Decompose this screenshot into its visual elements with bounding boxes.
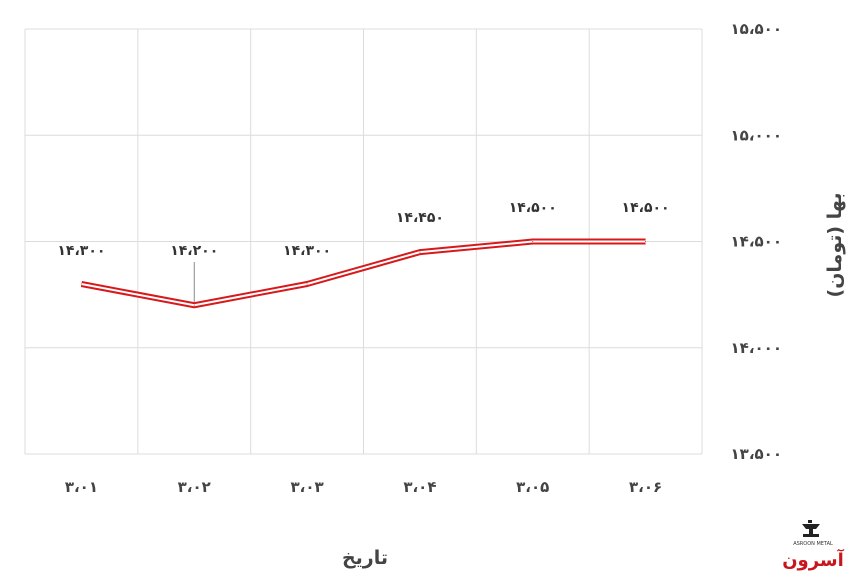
data-point	[306, 283, 308, 285]
data-label: ۱۴،۵۰۰	[509, 200, 557, 216]
data-point	[80, 283, 82, 285]
data-labels: ۱۴،۳۰۰ ۱۴،۲۰۰ ۱۴،۳۰۰ ۱۴،۴۵۰ ۱۴،۵۰۰ ۱۴،۵۰۰	[57, 200, 670, 303]
y-tick-label: ۱۴،۰۰۰	[731, 339, 782, 357]
data-label: ۱۴،۳۰۰	[283, 243, 331, 259]
x-tick-label: ۳،۰۵	[516, 478, 549, 496]
y-axis-ticks: ۱۳،۵۰۰ ۱۴،۰۰۰ ۱۴،۵۰۰ ۱۵،۰۰۰ ۱۵،۵۰۰	[731, 20, 782, 463]
data-point	[193, 304, 195, 306]
series-line-inner	[81, 240, 646, 307]
x-tick-label: ۳،۰۲	[178, 478, 211, 496]
y-tick-label: ۱۵،۵۰۰	[731, 20, 782, 38]
x-tick-label: ۳،۰۶	[629, 478, 662, 496]
asroon-logo: ASROON METAL آسرون	[782, 520, 845, 571]
data-label: ۱۴،۲۰۰	[170, 243, 218, 259]
grid	[24, 28, 703, 455]
data-point	[419, 251, 421, 253]
y-tick-label: ۱۵،۰۰۰	[731, 126, 782, 144]
data-label: ۱۴،۳۰۰	[57, 243, 105, 259]
x-tick-label: ۳،۰۳	[290, 478, 323, 496]
y-tick-label: ۱۴،۵۰۰	[731, 233, 782, 251]
anvil-icon	[802, 520, 820, 537]
y-axis-title: بها (تومان)	[824, 193, 846, 298]
x-axis-title: تاریخ	[342, 547, 388, 569]
y-tick-label: ۱۳،۵۰۰	[731, 445, 782, 463]
data-label: ۱۴،۵۰۰	[622, 200, 670, 216]
data-label: ۱۴،۴۵۰	[396, 210, 444, 226]
x-tick-label: ۳،۰۴	[403, 478, 436, 496]
data-point	[645, 241, 647, 242]
x-axis-ticks: ۳،۰۱ ۳،۰۲ ۳،۰۳ ۳،۰۴ ۳،۰۵ ۳،۰۶	[65, 478, 662, 496]
data-point	[532, 241, 534, 242]
logo-text: آسرون	[782, 548, 844, 571]
x-tick-label: ۳،۰۱	[65, 478, 98, 496]
logo-subtext: ASROON METAL	[793, 541, 833, 547]
series-line	[80, 238, 647, 309]
